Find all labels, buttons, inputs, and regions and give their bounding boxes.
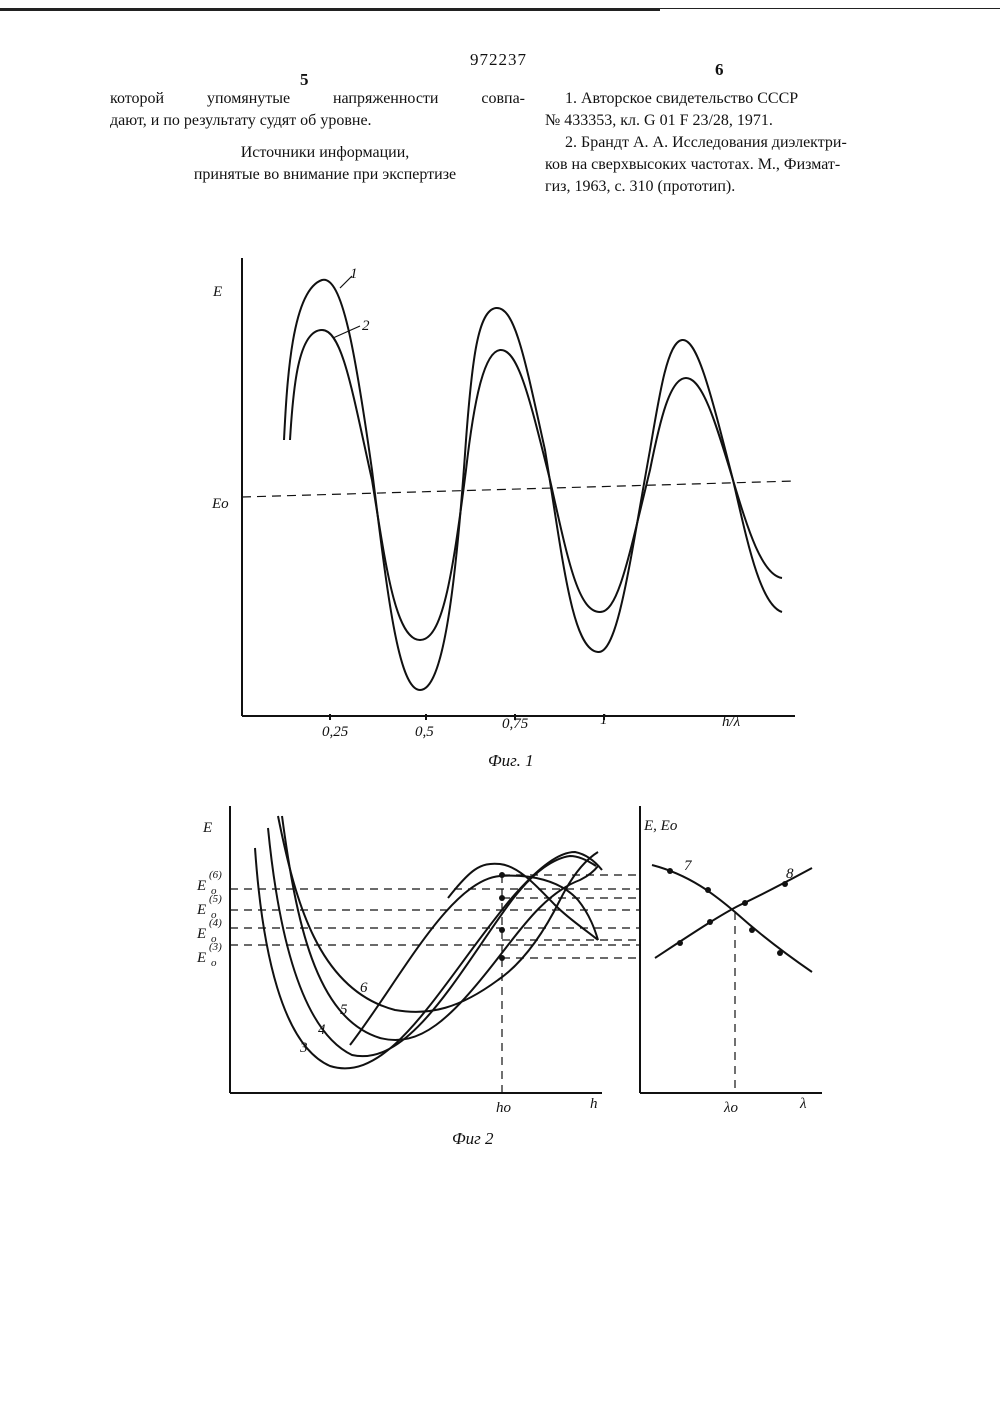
svg-text:E: E [196, 926, 206, 942]
fig2-curve-6 [278, 816, 598, 1012]
fig2-left-y-label: E [202, 820, 212, 836]
fig2-r-point-7 [742, 900, 748, 906]
fig1-curve-label-1: 1 [350, 266, 358, 282]
fig2-h0-label: ho [496, 1100, 512, 1116]
fig1-ref-level-label: Eo [211, 496, 229, 512]
figure-1 [242, 258, 795, 720]
fig2-curve-label-7: 7 [684, 858, 693, 874]
figure-2-right [640, 806, 822, 1093]
svg-text:E: E [196, 950, 206, 966]
fig2-dashed-levels [230, 875, 640, 1093]
fig1-curve-2 [290, 330, 782, 640]
fig1-caption: Фиг. 1 [488, 751, 534, 770]
fig2-curve-arch [350, 876, 598, 1045]
fig2-left-x-label: h [590, 1096, 598, 1112]
figure-2-left [230, 806, 640, 1093]
fig2-r-point-6 [707, 919, 713, 925]
fig2-curve-label-8: 8 [786, 866, 794, 882]
fig1-leader-2 [333, 326, 360, 338]
fig2-r-point-4 [777, 950, 783, 956]
fig1-curve-1 [284, 280, 782, 690]
fig1-x-tick-label-3: 0,75 [502, 716, 529, 732]
svg-text:(4): (4) [209, 917, 222, 929]
fig2-right-y-label: E, Eo [643, 818, 678, 834]
svg-text:E: E [196, 902, 206, 918]
fig2-point-c [499, 927, 505, 933]
fig1-ref-level-line [242, 481, 795, 497]
fig2-point-b [499, 895, 505, 901]
fig2-r-point-2 [705, 887, 711, 893]
fig1-x-label: h/λ [722, 714, 741, 730]
svg-text:o: o [211, 957, 217, 969]
fig1-x-tick-label-1: 0,25 [322, 724, 349, 740]
fig2-r-point-1 [667, 868, 673, 874]
svg-text:(3): (3) [209, 941, 222, 953]
fig2-level-label-3: E (3) o [196, 941, 222, 969]
fig1-curve-label-2: 2 [362, 318, 370, 334]
fig2-curve-label-4: 4 [318, 1022, 326, 1038]
fig2-curve-label-3: 3 [299, 1040, 308, 1056]
fig2-point-d [499, 955, 505, 961]
fig1-x-tick-label-4: 1 [600, 712, 608, 728]
fig2-caption: Фиг 2 [452, 1129, 494, 1148]
svg-text:(5): (5) [209, 893, 222, 905]
fig2-r-point-5 [677, 940, 683, 946]
svg-text:(6): (6) [209, 869, 222, 881]
svg-text:E: E [196, 878, 206, 894]
fig1-x-tick-label-2: 0,5 [415, 724, 434, 740]
fig1-y-label: E [212, 284, 222, 300]
fig2-right-x-label: λ [799, 1096, 807, 1112]
fig2-curve-label-5: 5 [340, 1002, 348, 1018]
fig2-r-point-3 [749, 927, 755, 933]
fig2-point-a [499, 872, 505, 878]
fig2-lambda0-label: λo [723, 1100, 738, 1116]
fig2-curve-label-6: 6 [360, 980, 368, 996]
